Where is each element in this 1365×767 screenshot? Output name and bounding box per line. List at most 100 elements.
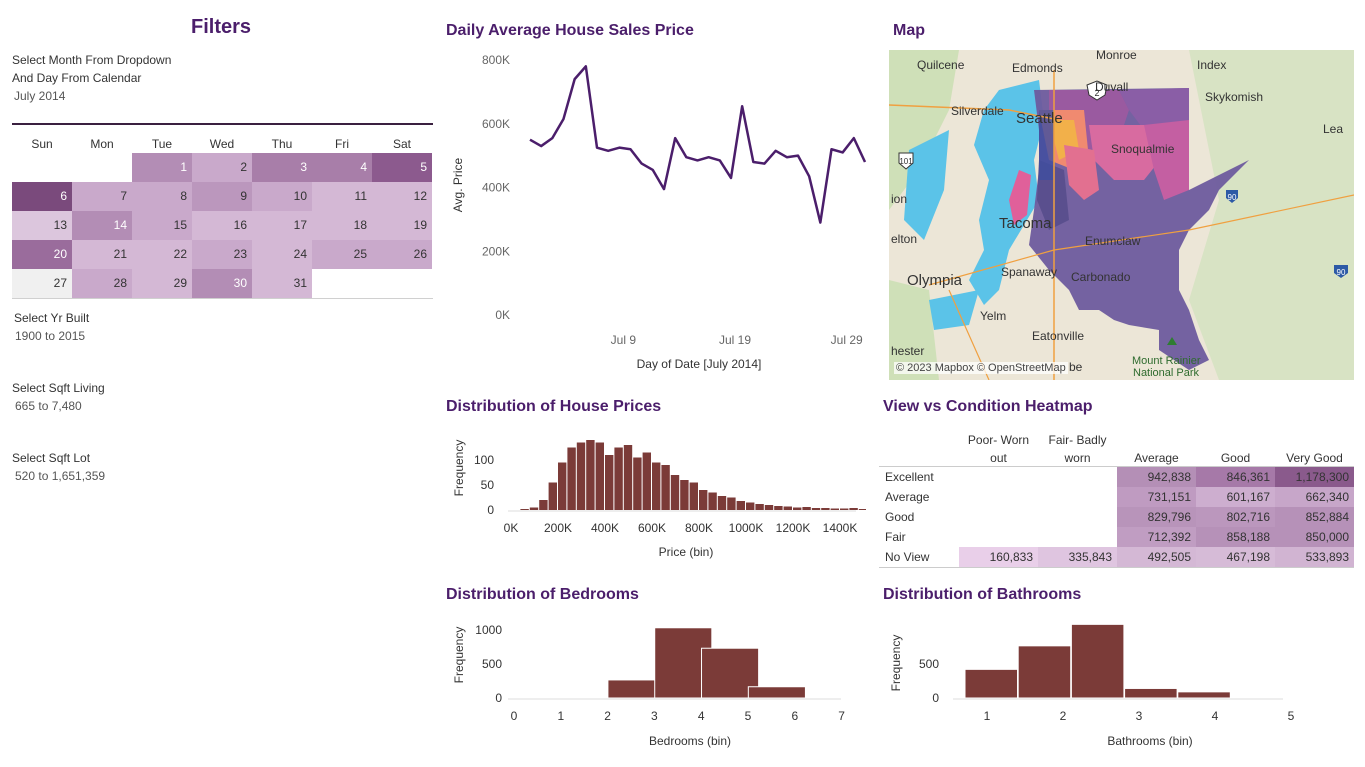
heatmap-cell[interactable]: 533,893	[1275, 547, 1354, 567]
line-point[interactable]	[628, 146, 634, 152]
calendar-day-29[interactable]: 29	[132, 269, 192, 298]
heatmap-cell[interactable]: 852,884	[1275, 507, 1354, 527]
price-bar[interactable]	[680, 480, 689, 510]
heatmap-cell[interactable]	[959, 487, 1038, 507]
line-point[interactable]	[527, 137, 533, 143]
heatmap-cell[interactable]: 802,716	[1196, 507, 1275, 527]
line-point[interactable]	[773, 148, 779, 154]
heatmap-cell[interactable]	[959, 467, 1038, 487]
map-copyright[interactable]: © 2023 Mapbox © OpenStreetMap	[894, 362, 1068, 374]
heatmap-cell[interactable]: 492,505	[1117, 547, 1196, 567]
price-bar[interactable]	[529, 507, 539, 511]
price-bar[interactable]	[727, 497, 736, 511]
calendar-day-26[interactable]: 26	[372, 240, 432, 269]
price-bar[interactable]	[736, 501, 745, 510]
heatmap-cell[interactable]	[959, 527, 1038, 547]
price-bar[interactable]	[623, 445, 633, 510]
sqft-living-filter-value[interactable]: 665 to 7,480	[15, 399, 82, 413]
calendar-day-9[interactable]: 9	[192, 182, 252, 211]
heatmap-cell[interactable]: 467,198	[1196, 547, 1275, 567]
calendar-day-27[interactable]: 27	[12, 269, 72, 298]
month-dropdown[interactable]: July 2014	[14, 89, 66, 103]
heatmap-cell[interactable]: 850,000	[1275, 527, 1354, 547]
heatmap-cell[interactable]	[1038, 507, 1117, 527]
calendar-day-1[interactable]: 1	[132, 153, 192, 182]
calendar-day-10[interactable]: 10	[252, 182, 312, 211]
line-point[interactable]	[572, 76, 578, 82]
line-point[interactable]	[862, 159, 868, 165]
bathrooms-bar[interactable]	[1177, 691, 1231, 699]
calendar-day-21[interactable]: 21	[72, 240, 132, 269]
line-point[interactable]	[594, 145, 600, 151]
calendar-day-19[interactable]: 19	[372, 211, 432, 240]
calendar-day-13[interactable]: 13	[12, 211, 72, 240]
price-bar[interactable]	[708, 492, 717, 511]
line-point[interactable]	[538, 143, 544, 149]
calendar-day-4[interactable]: 4	[312, 153, 372, 182]
line-point[interactable]	[549, 135, 555, 141]
price-bar[interactable]	[567, 447, 576, 511]
yr-built-filter-value[interactable]: 1900 to 2015	[15, 329, 86, 343]
calendar-day-22[interactable]: 22	[132, 240, 192, 269]
heatmap-cell[interactable]: 942,838	[1117, 467, 1196, 487]
heatmap-cell[interactable]: 731,151	[1117, 487, 1196, 507]
heatmap-cell[interactable]: 858,188	[1196, 527, 1275, 547]
calendar-day-25[interactable]: 25	[312, 240, 372, 269]
calendar-day-31[interactable]: 31	[252, 269, 312, 298]
calendar-day-8[interactable]: 8	[132, 182, 192, 211]
calendar-day-14[interactable]: 14	[72, 211, 132, 240]
price-bar[interactable]	[520, 509, 529, 510]
price-bar[interactable]	[746, 502, 755, 511]
calendar-day-3[interactable]: 3	[252, 153, 312, 182]
bathrooms-bar[interactable]	[1124, 687, 1178, 699]
heatmap-cell[interactable]: 829,796	[1117, 507, 1196, 527]
heatmap-cell[interactable]: 1,178,300	[1275, 467, 1354, 487]
calendar-day-16[interactable]: 16	[192, 211, 252, 240]
calendar-day-17[interactable]: 17	[252, 211, 312, 240]
heatmap-cell[interactable]: 160,833	[959, 547, 1038, 567]
price-bar[interactable]	[840, 508, 849, 511]
line-point[interactable]	[695, 157, 701, 163]
sqft-lot-filter-value[interactable]: 520 to 1,651,359	[15, 469, 106, 483]
price-bar[interactable]	[661, 465, 670, 510]
line-point[interactable]	[795, 153, 801, 159]
price-bar[interactable]	[699, 490, 708, 510]
line-point[interactable]	[784, 154, 790, 160]
price-bar[interactable]	[774, 506, 783, 510]
line-point[interactable]	[706, 154, 712, 160]
calendar-day-7[interactable]: 7	[72, 182, 132, 211]
line-point[interactable]	[683, 154, 689, 160]
line-point[interactable]	[639, 161, 645, 167]
calendar-day-6[interactable]: 6	[12, 182, 72, 211]
price-bar[interactable]	[614, 447, 623, 511]
calendar-day-15[interactable]: 15	[132, 211, 192, 240]
heatmap-cell[interactable]	[959, 507, 1038, 527]
line-point[interactable]	[605, 148, 611, 154]
price-bar[interactable]	[802, 507, 811, 510]
price-bar[interactable]	[755, 504, 764, 510]
price-bar[interactable]	[717, 496, 727, 510]
heatmap-cell[interactable]: 335,843	[1038, 547, 1117, 567]
price-bar[interactable]	[830, 508, 839, 511]
price-bar[interactable]	[652, 462, 661, 511]
line-point[interactable]	[561, 116, 567, 122]
bedrooms-bar[interactable]	[747, 686, 806, 699]
price-bar[interactable]	[811, 508, 821, 510]
price-bar[interactable]	[548, 482, 557, 511]
calendar-day-28[interactable]: 28	[72, 269, 132, 298]
price-bar[interactable]	[858, 509, 866, 510]
price-bar[interactable]	[821, 508, 830, 510]
heatmap-cell[interactable]	[1038, 527, 1117, 547]
calendar-day-12[interactable]: 12	[372, 182, 432, 211]
calendar-day-30[interactable]: 30	[192, 269, 252, 298]
price-bar[interactable]	[576, 442, 586, 511]
calendar-day-23[interactable]: 23	[192, 240, 252, 269]
bathrooms-bar[interactable]	[1017, 645, 1072, 699]
line-point[interactable]	[672, 135, 678, 141]
line-point[interactable]	[661, 186, 667, 192]
calendar-day-11[interactable]: 11	[312, 182, 372, 211]
heatmap-cell[interactable]: 601,167	[1196, 487, 1275, 507]
price-bar[interactable]	[849, 508, 858, 510]
price-bar[interactable]	[586, 440, 595, 510]
price-bar[interactable]	[764, 505, 774, 510]
